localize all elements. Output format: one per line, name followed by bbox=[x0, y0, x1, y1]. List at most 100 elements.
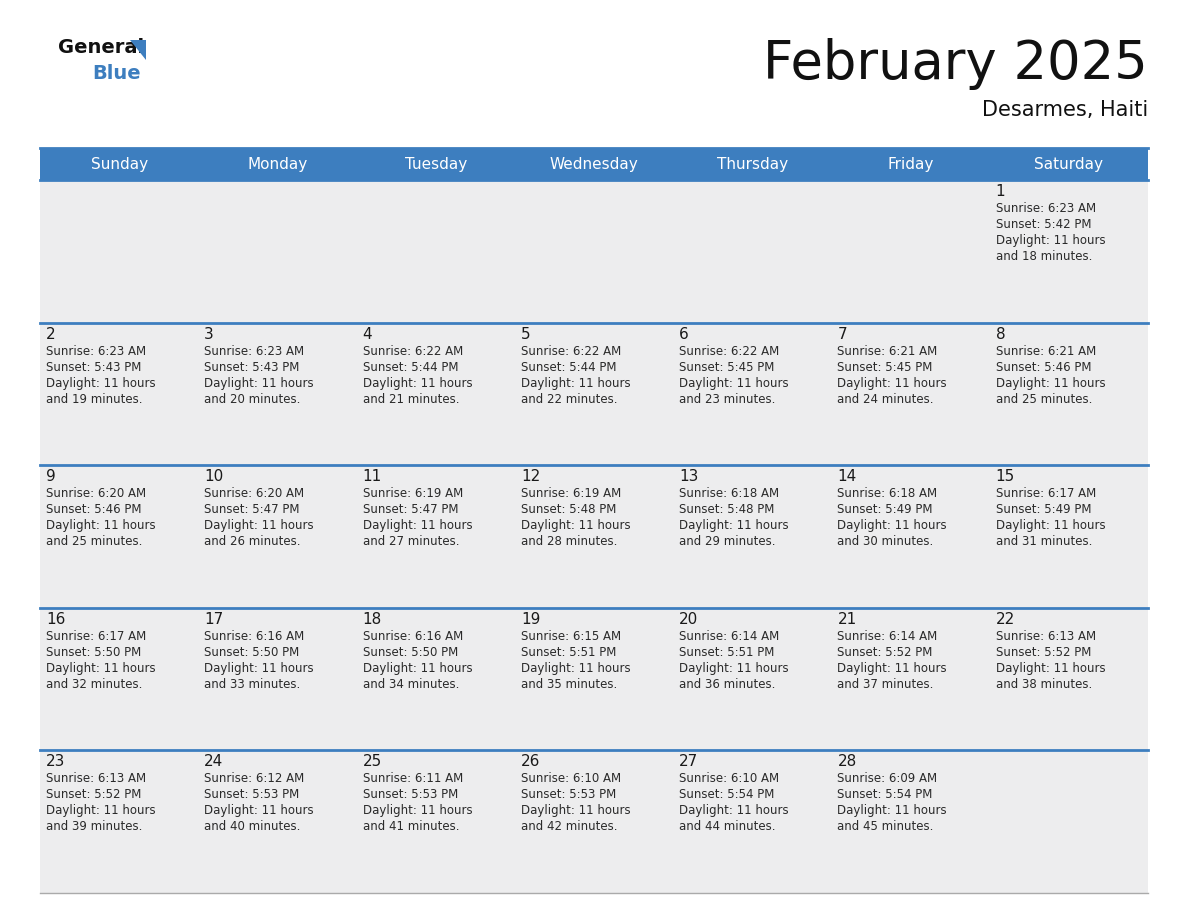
Bar bbox=[198, 465, 356, 608]
Text: Sunrise: 6:22 AM: Sunrise: 6:22 AM bbox=[362, 344, 463, 358]
Text: 16: 16 bbox=[46, 611, 65, 627]
Bar bbox=[514, 322, 674, 465]
Text: Sunset: 5:54 PM: Sunset: 5:54 PM bbox=[680, 789, 775, 801]
Text: and 22 minutes.: and 22 minutes. bbox=[520, 393, 618, 406]
Bar bbox=[674, 608, 832, 750]
Text: Sunset: 5:48 PM: Sunset: 5:48 PM bbox=[680, 503, 775, 516]
Text: 13: 13 bbox=[680, 469, 699, 484]
Bar bbox=[832, 322, 990, 465]
Text: Sunset: 5:47 PM: Sunset: 5:47 PM bbox=[204, 503, 299, 516]
Text: Sunset: 5:43 PM: Sunset: 5:43 PM bbox=[46, 361, 141, 374]
Text: Sunset: 5:50 PM: Sunset: 5:50 PM bbox=[362, 645, 457, 659]
Text: 7: 7 bbox=[838, 327, 847, 341]
Text: 20: 20 bbox=[680, 611, 699, 627]
Bar bbox=[674, 465, 832, 608]
Text: Sunset: 5:49 PM: Sunset: 5:49 PM bbox=[996, 503, 1092, 516]
Text: 21: 21 bbox=[838, 611, 857, 627]
Bar bbox=[514, 465, 674, 608]
Bar bbox=[674, 180, 832, 322]
Text: Sunrise: 6:17 AM: Sunrise: 6:17 AM bbox=[996, 487, 1097, 500]
Text: Sunset: 5:44 PM: Sunset: 5:44 PM bbox=[520, 361, 617, 374]
Text: Daylight: 11 hours: Daylight: 11 hours bbox=[996, 662, 1105, 675]
Text: Sunrise: 6:18 AM: Sunrise: 6:18 AM bbox=[680, 487, 779, 500]
Text: and 29 minutes.: and 29 minutes. bbox=[680, 535, 776, 548]
Bar bbox=[514, 750, 674, 893]
Text: Sunrise: 6:23 AM: Sunrise: 6:23 AM bbox=[204, 344, 304, 358]
Text: Sunrise: 6:20 AM: Sunrise: 6:20 AM bbox=[204, 487, 304, 500]
Text: Saturday: Saturday bbox=[1035, 156, 1104, 172]
Text: and 34 minutes.: and 34 minutes. bbox=[362, 677, 459, 691]
Text: 3: 3 bbox=[204, 327, 214, 341]
Text: Sunset: 5:51 PM: Sunset: 5:51 PM bbox=[680, 645, 775, 659]
Text: Daylight: 11 hours: Daylight: 11 hours bbox=[46, 662, 156, 675]
Text: 24: 24 bbox=[204, 755, 223, 769]
Text: Sunrise: 6:16 AM: Sunrise: 6:16 AM bbox=[362, 630, 463, 643]
Text: Daylight: 11 hours: Daylight: 11 hours bbox=[46, 520, 156, 532]
Bar bbox=[198, 608, 356, 750]
Text: Daylight: 11 hours: Daylight: 11 hours bbox=[204, 662, 314, 675]
Text: 5: 5 bbox=[520, 327, 531, 341]
Text: Daylight: 11 hours: Daylight: 11 hours bbox=[362, 376, 472, 389]
Text: Sunset: 5:50 PM: Sunset: 5:50 PM bbox=[46, 645, 141, 659]
Text: Sunrise: 6:18 AM: Sunrise: 6:18 AM bbox=[838, 487, 937, 500]
Bar bbox=[40, 465, 198, 608]
Text: Sunset: 5:44 PM: Sunset: 5:44 PM bbox=[362, 361, 459, 374]
Bar bbox=[832, 465, 990, 608]
Text: Daylight: 11 hours: Daylight: 11 hours bbox=[362, 662, 472, 675]
Bar bbox=[990, 322, 1148, 465]
Text: Wednesday: Wednesday bbox=[550, 156, 638, 172]
Text: and 30 minutes.: and 30 minutes. bbox=[838, 535, 934, 548]
Text: Sunrise: 6:21 AM: Sunrise: 6:21 AM bbox=[996, 344, 1097, 358]
Text: and 19 minutes.: and 19 minutes. bbox=[46, 393, 143, 406]
Text: 23: 23 bbox=[46, 755, 65, 769]
Text: Daylight: 11 hours: Daylight: 11 hours bbox=[838, 376, 947, 389]
Text: 2: 2 bbox=[46, 327, 56, 341]
Text: Sunrise: 6:10 AM: Sunrise: 6:10 AM bbox=[520, 772, 621, 786]
Bar bbox=[40, 608, 198, 750]
Text: and 40 minutes.: and 40 minutes. bbox=[204, 821, 301, 834]
Text: Sunrise: 6:11 AM: Sunrise: 6:11 AM bbox=[362, 772, 463, 786]
Text: Sunrise: 6:14 AM: Sunrise: 6:14 AM bbox=[838, 630, 937, 643]
Bar bbox=[990, 608, 1148, 750]
Text: Sunset: 5:46 PM: Sunset: 5:46 PM bbox=[46, 503, 141, 516]
Text: Sunset: 5:52 PM: Sunset: 5:52 PM bbox=[46, 789, 141, 801]
Text: Sunrise: 6:14 AM: Sunrise: 6:14 AM bbox=[680, 630, 779, 643]
Text: Sunrise: 6:19 AM: Sunrise: 6:19 AM bbox=[362, 487, 463, 500]
Text: 8: 8 bbox=[996, 327, 1005, 341]
Text: 22: 22 bbox=[996, 611, 1015, 627]
Text: Sunset: 5:54 PM: Sunset: 5:54 PM bbox=[838, 789, 933, 801]
Text: Daylight: 11 hours: Daylight: 11 hours bbox=[680, 662, 789, 675]
Text: Sunrise: 6:09 AM: Sunrise: 6:09 AM bbox=[838, 772, 937, 786]
Text: and 23 minutes.: and 23 minutes. bbox=[680, 393, 776, 406]
Text: 25: 25 bbox=[362, 755, 381, 769]
Text: Sunset: 5:51 PM: Sunset: 5:51 PM bbox=[520, 645, 617, 659]
Text: Daylight: 11 hours: Daylight: 11 hours bbox=[204, 520, 314, 532]
Text: and 18 minutes.: and 18 minutes. bbox=[996, 250, 1092, 263]
Text: and 27 minutes.: and 27 minutes. bbox=[362, 535, 459, 548]
Text: Tuesday: Tuesday bbox=[405, 156, 467, 172]
Bar bbox=[832, 608, 990, 750]
Bar bbox=[832, 180, 990, 322]
Text: Thursday: Thursday bbox=[716, 156, 788, 172]
Text: and 39 minutes.: and 39 minutes. bbox=[46, 821, 143, 834]
Text: and 35 minutes.: and 35 minutes. bbox=[520, 677, 617, 691]
Text: Sunset: 5:50 PM: Sunset: 5:50 PM bbox=[204, 645, 299, 659]
Text: Sunrise: 6:15 AM: Sunrise: 6:15 AM bbox=[520, 630, 621, 643]
Text: and 28 minutes.: and 28 minutes. bbox=[520, 535, 618, 548]
Text: Friday: Friday bbox=[887, 156, 934, 172]
Text: and 38 minutes.: and 38 minutes. bbox=[996, 677, 1092, 691]
Text: Daylight: 11 hours: Daylight: 11 hours bbox=[996, 376, 1105, 389]
Text: Sunset: 5:53 PM: Sunset: 5:53 PM bbox=[204, 789, 299, 801]
Text: 15: 15 bbox=[996, 469, 1015, 484]
Text: Sunrise: 6:13 AM: Sunrise: 6:13 AM bbox=[996, 630, 1095, 643]
Bar bbox=[356, 180, 514, 322]
Text: and 20 minutes.: and 20 minutes. bbox=[204, 393, 301, 406]
Text: Sunrise: 6:13 AM: Sunrise: 6:13 AM bbox=[46, 772, 146, 786]
Text: Sunrise: 6:17 AM: Sunrise: 6:17 AM bbox=[46, 630, 146, 643]
Text: 9: 9 bbox=[46, 469, 56, 484]
Text: and 41 minutes.: and 41 minutes. bbox=[362, 821, 459, 834]
Text: Sunrise: 6:16 AM: Sunrise: 6:16 AM bbox=[204, 630, 304, 643]
Text: Sunrise: 6:19 AM: Sunrise: 6:19 AM bbox=[520, 487, 621, 500]
Text: General: General bbox=[58, 38, 144, 57]
Bar bbox=[514, 180, 674, 322]
